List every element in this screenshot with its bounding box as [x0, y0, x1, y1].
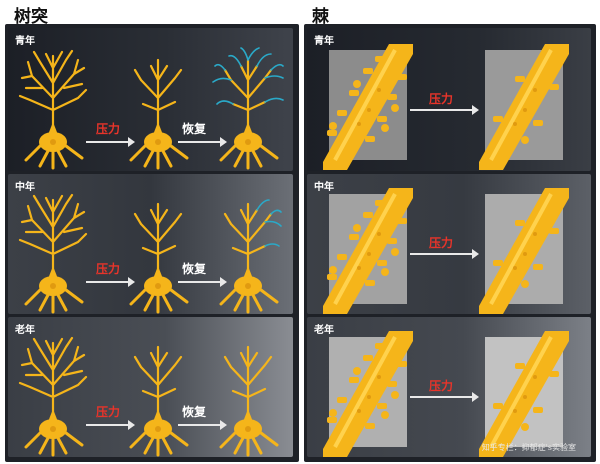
dendrite-figure: 青年 压力 恢复 中年 压力 恢复 老年 压力 恢复	[5, 24, 299, 462]
neuron-middle-stressed	[123, 192, 193, 312]
spine-arrow-old	[410, 392, 479, 402]
neuron-young-before	[18, 48, 88, 168]
neuron-young-recovered	[212, 47, 284, 168]
pressure-label-middle: 压力	[96, 262, 121, 276]
arrow-recovery-old	[178, 420, 227, 430]
pressure-label-old: 压力	[96, 405, 121, 419]
watermark: 知乎专栏：抑郁症's实验室	[481, 443, 576, 452]
recovery-label-old: 恢复	[182, 405, 207, 419]
age-label-old: 老年	[15, 325, 35, 336]
spine-age-middle: 中年	[314, 182, 334, 193]
spine-panel-young: 青年 压力	[307, 28, 591, 171]
neuron-young-stressed	[123, 48, 193, 168]
spine-pressure-young: 压力	[429, 92, 454, 106]
spine-middle-before	[329, 194, 407, 304]
spine-young-after	[485, 50, 563, 160]
neuron-old-recovered	[213, 335, 283, 455]
recovery-label-young: 恢复	[182, 122, 207, 136]
spine-pressure-middle: 压力	[429, 236, 454, 250]
spine-middle-after	[485, 194, 563, 304]
arrow-pressure-middle	[86, 277, 135, 287]
neuron-old-stressed	[123, 335, 193, 455]
spine-age-old: 老年	[314, 325, 334, 336]
arrow-recovery-young	[178, 137, 227, 147]
spine-old-before	[329, 337, 407, 447]
pressure-label-young: 压力	[96, 122, 121, 136]
spine-young-before	[329, 50, 407, 160]
spine-old-after	[485, 337, 563, 447]
age-label-young: 青年	[15, 36, 35, 47]
dendrite-panel-old: 老年 压力 恢复	[8, 317, 293, 457]
arrow-pressure-young	[86, 137, 135, 147]
dendrite-header: 树突	[14, 7, 48, 27]
spine-age-young: 青年	[314, 36, 334, 47]
age-label-middle: 中年	[15, 182, 35, 193]
spine-pressure-old: 压力	[429, 379, 454, 393]
dendrite-panel-young: 青年 压力 恢复	[8, 28, 293, 171]
dendrite-panel-middle: 中年 压力 恢复	[8, 174, 293, 314]
neuron-middle-recovered	[213, 199, 282, 312]
spine-panel-old: 老年 压力	[307, 317, 591, 457]
neuron-old-before	[18, 335, 88, 455]
arrow-pressure-old	[86, 420, 135, 430]
spine-header: 棘	[312, 7, 329, 27]
spine-arrow-middle	[410, 249, 479, 259]
spine-figure: 青年 压力 中年 压力 老年 压力 知乎专栏：抑郁症's实验室	[304, 24, 596, 462]
arrow-recovery-middle	[178, 277, 227, 287]
neuron-middle-before	[18, 192, 88, 312]
spine-panel-middle: 中年 压力	[307, 174, 591, 314]
recovery-label-middle: 恢复	[182, 262, 207, 276]
spine-arrow-young	[410, 105, 479, 115]
